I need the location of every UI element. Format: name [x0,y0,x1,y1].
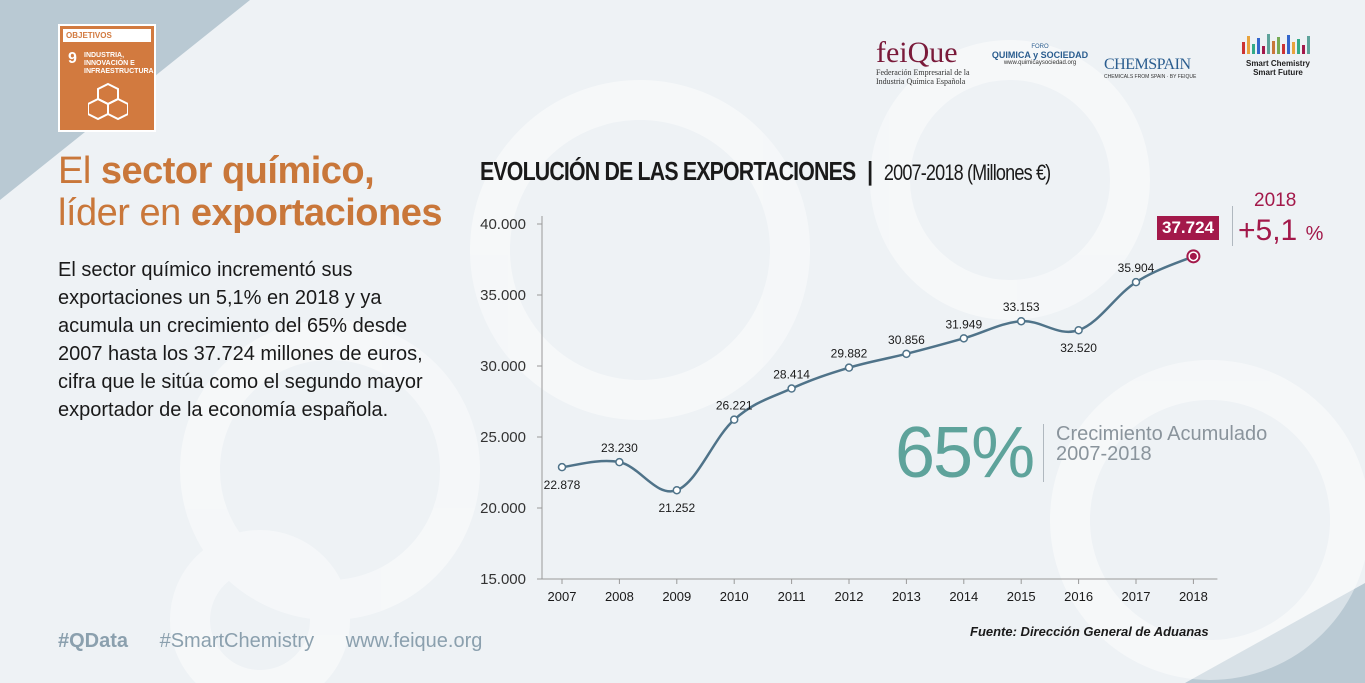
foro-logo-name: QUIMICA y SOCIEDAD [991,50,1089,60]
data-point [1074,325,1083,335]
x-tick-label: 2010 [720,589,749,604]
smart-chemistry-logo: Smart Chemistry Smart Future [1236,32,1320,77]
bars-icon [1242,34,1310,54]
headline-line1-bold: sector químico, [100,150,375,192]
body-paragraph: El sector químico incrementó sus exporta… [58,259,423,421]
chemspain-logo: CHEMSPAIN CHEMICALS FROM SPAIN · BY FEIQ… [1104,56,1196,80]
sdg-text: INDUSTRIA, INNOVACIÓN E INFRAESTRUCTURA [84,52,154,75]
x-tick-label: 2013 [892,589,921,604]
headline-line2-plain: líder en [58,192,191,234]
chemspain-logo-name: CHEMSPAIN [1104,56,1191,73]
data-label: 30.856 [888,333,925,347]
x-tick-label: 2011 [778,589,806,604]
hashtag-qdata: #QData [58,630,129,652]
x-tick-label: 2017 [1122,589,1151,604]
data-label: 32.520 [1060,341,1097,355]
highlight-value-badge: 37.724 [1157,216,1219,240]
data-label: 21.252 [658,501,695,515]
corner-decoration-bottom-right [1185,583,1365,683]
foro-logo-top: FORO [1031,44,1049,50]
feique-logo: feiQue Federación Empresarial de la Indu… [876,36,970,87]
data-label: 22.878 [544,478,581,492]
y-tick-label: 30.000 [480,358,526,375]
headline-line2-bold: exportaciones [190,192,443,234]
sdg-badge: OBJETIVOS 9 INDUSTRIA, INNOVACIÓN E INFR… [58,24,156,132]
feique-logo-sub2: Industria Química Española [876,77,966,86]
highlight-growth-unit: % [1305,223,1324,245]
data-point [959,334,969,343]
data-label: 23.230 [601,441,638,455]
feique-logo-sub1: Federación Empresarial de la [876,68,970,77]
x-tick-label: 2014 [949,589,978,604]
series-line [561,255,1194,493]
highlight-year: 2018 [1254,190,1297,211]
data-point [557,462,567,472]
y-tick-label: 35.000 [480,287,526,304]
hashtags: #QData #SmartChemistry www.feique.org [58,630,508,653]
chart-title-sub: 2007-2018 (Millones €) [883,160,1051,185]
foro-logo-url: www.quimicaysociedad.org [1003,60,1077,66]
y-tick-label: 20.000 [480,500,526,517]
smart-logo-line1: Smart Chemistry [1245,59,1311,68]
badge-separator [1232,206,1233,246]
data-point [1016,316,1026,326]
feique-logo-name: feiQue [876,36,958,69]
chart-title-main: EVOLUCIÓN DE LAS EXPORTACIONES [480,156,856,186]
x-tick-label: 2009 [662,589,691,604]
accumulated-growth-label: Crecimiento Acumulado 2007-2018 [1056,424,1267,464]
headline-line1-plain: El [58,150,101,192]
cubes-icon [88,82,128,121]
data-point-highlight-core [1189,252,1197,260]
data-point [729,415,739,424]
data-label: 31.949 [945,317,982,331]
x-tick-label: 2007 [548,589,577,604]
y-tick-label: 25.000 [480,429,526,446]
headline: El sector químico, líder en exportacione… [58,150,442,234]
data-point [1131,277,1141,287]
y-tick-label: 15.000 [480,571,526,588]
data-label: 28.414 [773,368,810,382]
source-note: Fuente: Dirección General de Aduanas [970,624,1209,639]
accumulated-label-line1: Crecimiento Acumulado [1056,423,1268,445]
x-tick-label: 2018 [1179,589,1208,604]
chart-title: EVOLUCIÓN DE LAS EXPORTACIONES | 2007-20… [480,156,1051,187]
data-label: 26.221 [716,399,753,413]
sdg-number: 9 [68,50,77,67]
data-point [615,457,624,467]
highlight-growth-value: +5,1 [1238,214,1298,247]
data-label: 35.904 [1118,261,1155,275]
partner-logos: feiQue Federación Empresarial de la Indu… [860,34,1330,108]
accumulated-growth-value: 65% [895,413,1035,493]
accumulated-label-line2: 2007-2018 [1056,443,1152,465]
x-tick-label: 2012 [835,589,864,604]
data-point [672,485,682,495]
x-tick-label: 2016 [1064,589,1093,604]
hashtag-smartchemistry: #SmartChemistry [159,630,315,652]
accumulated-separator [1043,424,1044,482]
data-point [902,349,911,359]
chart-title-sep: | [867,156,873,186]
x-tick-label: 2015 [1007,589,1036,604]
foro-logo: FORO QUIMICA y SOCIEDAD www.quimicaysoci… [988,44,1092,66]
sdg-header: OBJETIVOS [63,29,151,42]
data-label: 33.153 [1003,300,1040,314]
chemspain-logo-sub: CHEMICALS FROM SPAIN · BY FEIQUE [1104,74,1197,80]
highlight-growth: +5,1 % [1238,214,1323,248]
data-point [844,363,854,372]
y-tick-label: 40.000 [480,216,526,233]
data-label: 29.882 [831,347,868,361]
data-point [787,384,796,393]
smart-logo-line2: Smart Future [1253,68,1303,77]
website-link[interactable]: www.feique.org [345,630,483,652]
x-tick-label: 2008 [605,589,634,604]
